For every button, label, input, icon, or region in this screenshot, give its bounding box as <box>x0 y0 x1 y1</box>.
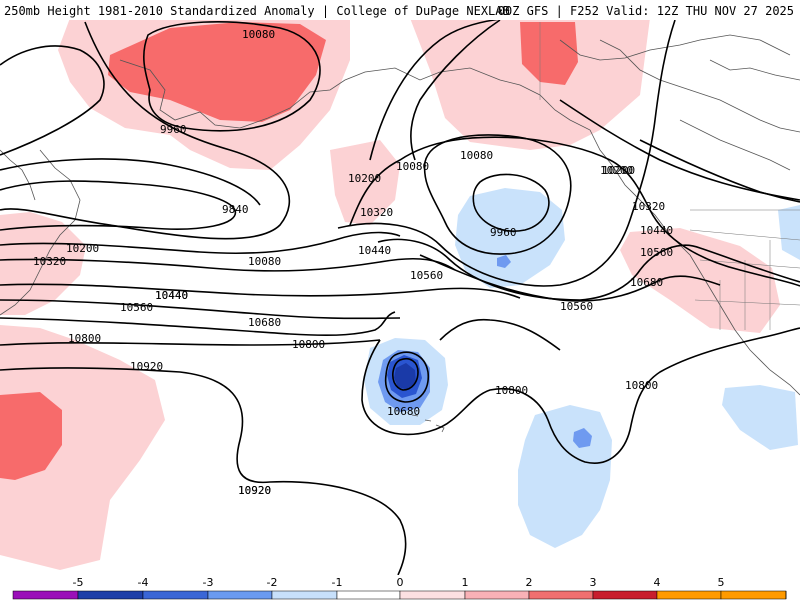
contour-label: 10560 <box>410 269 443 282</box>
contour-label: 10800 <box>292 338 325 351</box>
colorbar-swatch <box>12 590 79 600</box>
contour-label: 10920 <box>238 484 271 497</box>
contour-label: 10560 <box>120 301 153 314</box>
colorbar-tick-label: 0 <box>397 576 404 589</box>
colorbar-tick-label: 4 <box>654 576 661 589</box>
contour-label: 10440 <box>358 244 391 257</box>
contour-label: 10200 <box>602 164 635 177</box>
contour-label: 10440 <box>155 289 188 302</box>
contour-label: 10920 <box>238 484 271 497</box>
coastlines <box>0 34 800 396</box>
contour-label: 10800 <box>625 379 658 392</box>
contour-label: 10440 <box>155 289 188 302</box>
colorbar-tick-label: -2 <box>267 576 278 589</box>
colorbar-swatch <box>656 590 722 600</box>
colorbar-swatch <box>399 590 466 600</box>
contour-label: 10680 <box>630 276 663 289</box>
contour-label: 10320 <box>33 255 66 268</box>
colorbar-swatch <box>336 590 401 600</box>
map-title: 250mb Height 1981-2010 Standardized Anom… <box>4 4 510 18</box>
contour-label: 10680 <box>387 405 420 418</box>
contour-label: 10080 <box>460 149 493 162</box>
colorbar-swatches <box>12 590 787 600</box>
contour-label: 10080 <box>396 160 429 173</box>
anomaly-map: 10080 9960 10200 9840 10080 10440 10560 … <box>0 16 800 575</box>
contour-label: 10080 <box>242 28 275 41</box>
negative-anomaly-deep <box>394 363 416 390</box>
colorbar-swatch <box>528 590 594 600</box>
contour-label: 10200 <box>348 172 381 185</box>
contour-label: 10560 <box>560 300 593 313</box>
colorbar-tick-label: -5 <box>73 576 84 589</box>
contour-label: 9840 <box>222 203 249 216</box>
colorbar-swatch <box>207 590 273 600</box>
colorbar-swatch <box>77 590 144 600</box>
contour-label: 10560 <box>640 246 673 259</box>
colorbar-swatch <box>592 590 658 600</box>
contour-label: 9960 <box>160 123 187 136</box>
colorbar-swatch <box>142 590 209 600</box>
political-boundaries <box>539 22 800 330</box>
colorbar-tick-label: -4 <box>138 576 149 589</box>
colorbar-swatch <box>720 590 787 600</box>
contour-label: 9960 <box>490 226 517 239</box>
colorbar-ticks: -5 -4 -3 -2 -1 0 1 2 3 4 5 <box>73 576 725 589</box>
height-contours <box>0 16 800 575</box>
colorbar-tick-label: -1 <box>332 576 343 589</box>
contour-label: 10320 <box>632 200 665 213</box>
colorbar-tick-label: -3 <box>203 576 214 589</box>
contour-label: 10680 <box>248 316 281 329</box>
colorbar-tick-label: 3 <box>590 576 597 589</box>
colorbar-tick-label: 5 <box>718 576 725 589</box>
contour-label: 10200 <box>66 242 99 255</box>
title-bar: 250mb Height 1981-2010 Standardized Anom… <box>0 0 800 20</box>
contour-label: 10920 <box>130 360 163 373</box>
colorbar-swatch <box>464 590 530 600</box>
anomaly-colorbar: -5 -4 -3 -2 -1 0 1 2 3 4 5 <box>0 575 800 600</box>
positive-anomaly-strong <box>0 22 578 480</box>
contour-label: 10800 <box>495 384 528 397</box>
contour-labels: 10080 9960 10200 9840 10080 10440 10560 … <box>33 28 673 497</box>
colorbar-tick-label: 1 <box>462 576 469 589</box>
colorbar-tick-label: 2 <box>526 576 533 589</box>
contour-label: 10320 <box>360 206 393 219</box>
contour-label: 10440 <box>640 224 673 237</box>
contour-label: 10200 <box>600 164 633 177</box>
run-valid-time: 00Z GFS | F252 Valid: 12Z THU NOV 27 202… <box>497 4 794 18</box>
contour-label: 10800 <box>68 332 101 345</box>
colorbar-swatch <box>271 590 338 600</box>
contour-label: 10080 <box>248 255 281 268</box>
hawaii-islands <box>411 414 445 433</box>
